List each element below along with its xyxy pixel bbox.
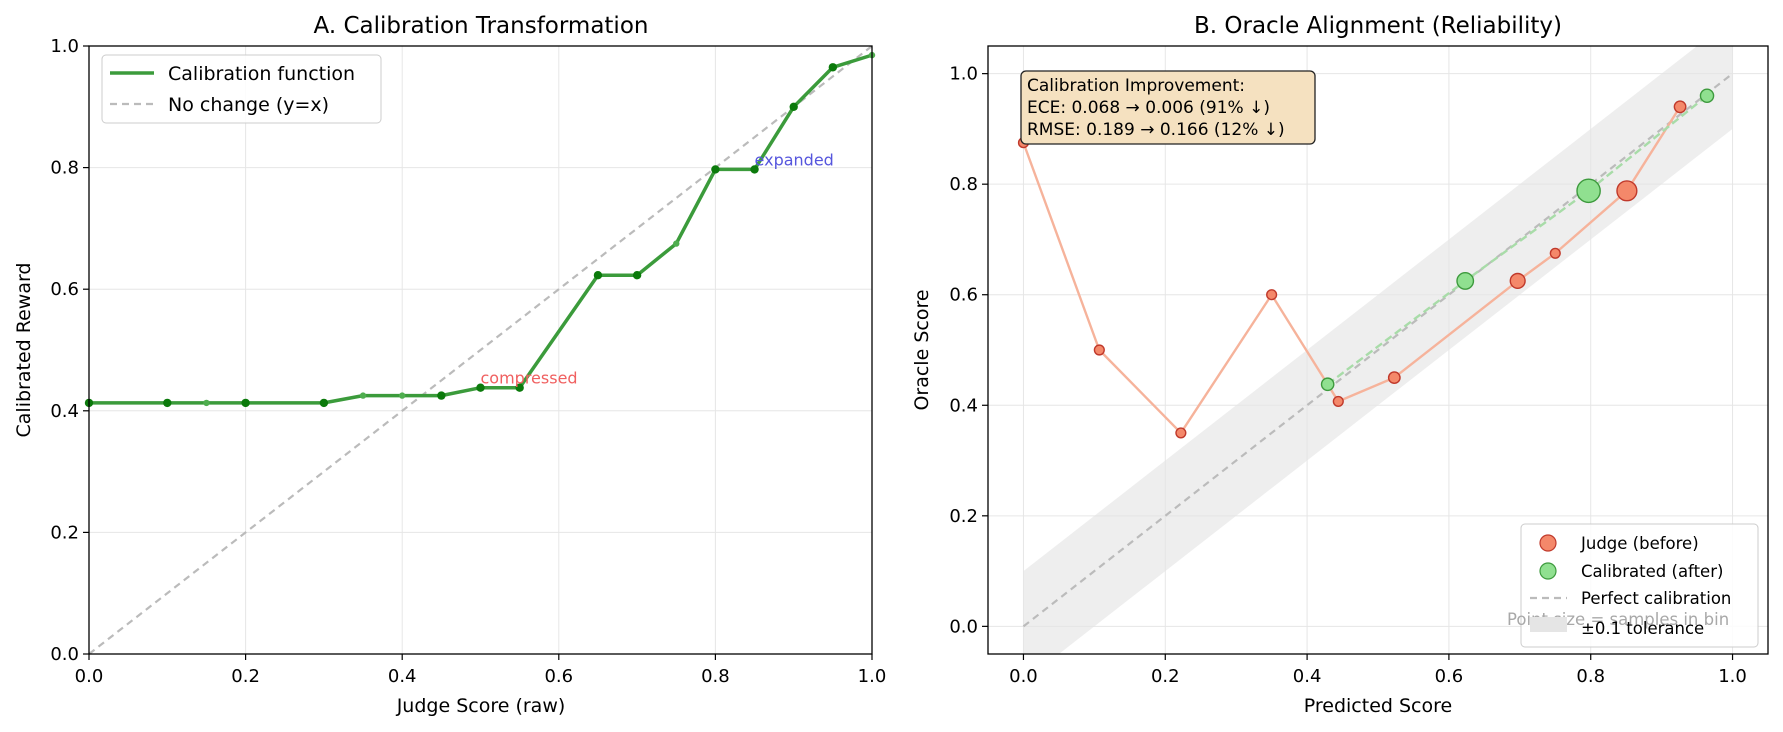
calibration-point [203, 399, 210, 407]
panel-a-y-tick-label: 0.6 [50, 279, 79, 300]
panel-a-y-tick-label: 0.4 [50, 401, 79, 422]
panel-a-legend: Calibration function No change (y=x) [101, 54, 382, 124]
calibration-point [241, 398, 250, 408]
panel-b-x-axis-label: Predicted Score [1304, 695, 1452, 717]
judge-point [1093, 344, 1105, 356]
panel-a-y-tick-label: 0.0 [50, 644, 79, 665]
calibrated-point [1699, 88, 1715, 104]
panel-a-calibration-transformation: A. Calibration Transformation compressed… [13, 13, 886, 717]
annotation-compressed: compressed [481, 369, 578, 388]
panel-b-y-tick-label: 0.8 [949, 174, 978, 195]
calibration-point [437, 391, 446, 400]
no-change-line [88, 45, 873, 655]
panel-a-y-ticks: 0.0 0.2 0.4 0.6 0.8 1.0 [50, 36, 89, 665]
infobox-background [1020, 70, 1316, 145]
panel-b-y-tick-label: 0.6 [949, 285, 978, 306]
panel-b-oracle-alignment: B. Oracle Alignment (Reliability) 0.0 0.2… [911, 13, 1769, 717]
panel-a-y-tick-label: 1.0 [50, 36, 79, 57]
panel-a-x-axis-label: Judge Score (raw) [396, 695, 566, 717]
annotation-expanded: expanded [755, 150, 834, 169]
infobox-line-rmse: RMSE: 0.189 → 0.166 (12% ↓) [1027, 120, 1285, 140]
panel-b-y-tick-label: 0.0 [949, 616, 978, 637]
panel-a-x-tick-label: 0.0 [75, 666, 104, 687]
legend-calibration-function-label: Calibration function [168, 63, 355, 85]
calibration-improvement-infobox: Calibration Improvement: ECE: 0.068 → 0.… [1020, 70, 1316, 145]
calibration-point [476, 383, 485, 392]
panel-b-legend-box [1520, 523, 1759, 648]
legend-calibrated-label: Calibrated (after) [1581, 562, 1723, 581]
panel-a-x-tick-label: 1.0 [858, 666, 887, 687]
panel-b-x-tick-label: 0.8 [1576, 666, 1605, 687]
calibration-point [673, 240, 680, 247]
panel-b-x-ticks: 0.0 0.2 0.4 0.6 0.8 1.0 [1009, 654, 1747, 687]
panel-b-x-tick-label: 0.0 [1009, 666, 1038, 687]
legend-calibrated-marker [1539, 562, 1557, 580]
legend-perfect-calibration-label: Perfect calibration [1581, 589, 1731, 608]
panel-a-frame [88, 45, 873, 655]
calibration-function-line [89, 53, 873, 405]
infobox-line-title: Calibration Improvement: [1027, 76, 1245, 96]
calibration-point [750, 165, 759, 174]
legend-judge-marker [1539, 534, 1557, 552]
calibration-point [789, 102, 798, 112]
panel-a-y-axis-label: Calibrated Reward [13, 263, 35, 438]
judge-point [1549, 247, 1561, 259]
panel-b-y-tick-label: 1.0 [949, 64, 978, 85]
panel-a-x-tick-label: 0.6 [544, 666, 573, 687]
judge-point [1332, 395, 1344, 407]
panel-a-x-tick-label: 0.2 [231, 666, 260, 687]
panel-a-x-tick-label: 0.8 [701, 666, 730, 687]
panel-a-x-ticks: 0.0 0.2 0.4 0.6 0.8 1.0 [75, 654, 887, 687]
judge-point [1509, 272, 1526, 290]
panel-b-y-ticks: 0.0 0.2 0.4 0.6 0.8 1.0 [949, 64, 988, 637]
panel-b-frame [987, 45, 1769, 655]
calibration-point [359, 392, 367, 399]
panel-a-plot-area: compressed expanded [84, 45, 876, 655]
panel-b-plot-area [1017, 46, 1734, 654]
panel-a-title: A. Calibration Transformation [314, 13, 649, 39]
calibration-point [163, 398, 172, 408]
perfect-calibration-line [1022, 72, 1734, 628]
panel-a-x-tick-label: 0.4 [388, 666, 417, 687]
calibration-point [319, 398, 329, 408]
panel-b-x-tick-label: 0.2 [1151, 666, 1180, 687]
judge-point [1387, 371, 1401, 385]
panel-a-y-tick-label: 0.2 [50, 522, 79, 543]
calibration-point [828, 63, 838, 72]
judge-point [1266, 289, 1278, 301]
infobox-line-ece: ECE: 0.068 → 0.006 (91% ↓) [1027, 98, 1270, 118]
panel-b-title: B. Oracle Alignment (Reliability) [1194, 13, 1562, 39]
calibration-point [711, 165, 720, 174]
panel-b-x-tick-label: 1.0 [1718, 666, 1747, 687]
panel-b-y-axis-label: Oracle Score [911, 289, 933, 410]
judge-line [1022, 106, 1682, 435]
judge-point [1175, 427, 1187, 439]
calibrated-point [1456, 271, 1475, 290]
legend-no-change-label: No change (y=x) [168, 94, 329, 116]
calibration-point [632, 271, 642, 280]
panel-b-y-tick-label: 0.4 [949, 395, 978, 416]
calibration-point [399, 392, 406, 399]
calibration-point [593, 271, 603, 280]
panel-a-legend-box [101, 54, 382, 124]
calibration-point [515, 383, 524, 392]
panel-b-x-tick-label: 0.4 [1293, 666, 1322, 687]
panel-a-y-tick-label: 0.8 [50, 158, 79, 179]
legend-tolerance-label: ±0.1 tolerance [1581, 619, 1704, 638]
legend-tolerance-swatch [1530, 617, 1567, 632]
legend-judge-label: Judge (before) [1580, 534, 1699, 553]
calibrated-point [1576, 178, 1601, 204]
calibrated-point [1320, 377, 1335, 392]
judge-point [1673, 100, 1687, 114]
panel-b-y-tick-label: 0.2 [949, 506, 978, 527]
panel-b-x-tick-label: 0.6 [1435, 666, 1464, 687]
panel-b-legend: Judge (before) Calibrated (after) Perfec… [1507, 523, 1759, 648]
judge-point [1616, 180, 1638, 202]
calibrated-line [1326, 94, 1708, 386]
